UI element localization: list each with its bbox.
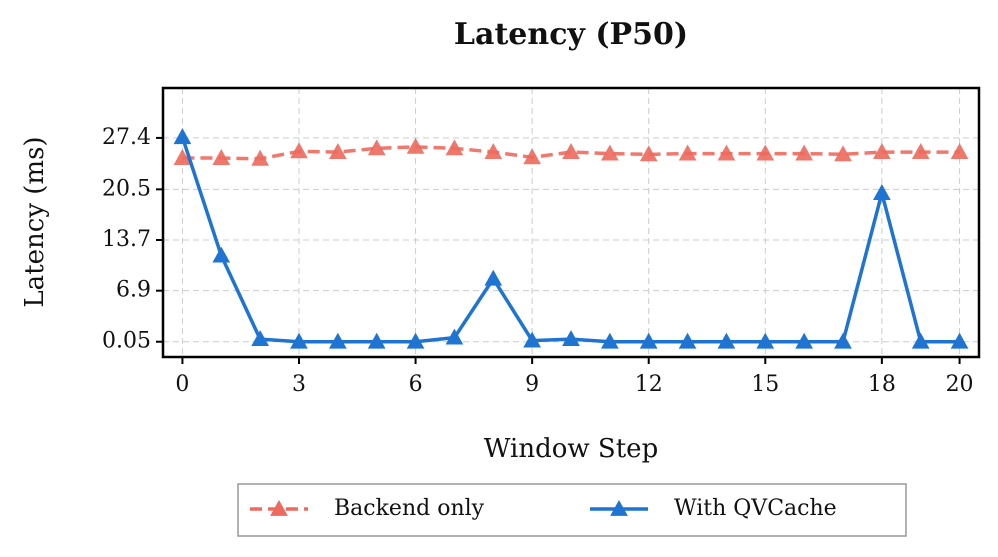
x-tick-label: 3 bbox=[292, 372, 306, 397]
data-point bbox=[795, 144, 813, 161]
data-point bbox=[950, 332, 969, 349]
data-point bbox=[639, 145, 658, 162]
data-point bbox=[562, 330, 580, 347]
data-point bbox=[523, 331, 541, 348]
data-point bbox=[873, 184, 891, 200]
x-tick-label: 9 bbox=[525, 372, 539, 397]
legend-label: With QVCache bbox=[674, 496, 837, 521]
data-point bbox=[834, 145, 852, 162]
data-point bbox=[678, 332, 697, 349]
x-tick-label: 6 bbox=[409, 372, 423, 397]
legend-marker bbox=[270, 499, 288, 516]
data-point bbox=[911, 332, 930, 349]
data-point bbox=[873, 143, 891, 159]
data-point bbox=[756, 332, 775, 349]
x-tick-label: 18 bbox=[868, 372, 896, 397]
data-point bbox=[445, 328, 464, 345]
data-point bbox=[367, 139, 386, 156]
x-tick-label: 0 bbox=[175, 372, 189, 397]
legend: Backend only With QVCache bbox=[237, 483, 907, 537]
data-point bbox=[834, 332, 852, 349]
y-tick-label: 0.05 bbox=[102, 329, 151, 354]
x-tick-label: 12 bbox=[635, 372, 663, 397]
data-point bbox=[601, 144, 619, 161]
x-tick-label: 20 bbox=[946, 372, 974, 397]
data-point bbox=[367, 332, 386, 349]
data-point bbox=[173, 149, 192, 165]
data-point bbox=[251, 149, 269, 166]
data-point bbox=[950, 143, 969, 159]
chart-title: Latency (P50) bbox=[454, 17, 688, 52]
legend-label: Backend only bbox=[334, 496, 485, 521]
data-point bbox=[406, 137, 425, 154]
data-point bbox=[445, 139, 464, 156]
y-tick-label: 20.5 bbox=[102, 176, 151, 201]
data-point bbox=[911, 143, 930, 159]
data-point bbox=[329, 143, 347, 159]
data-point bbox=[290, 142, 308, 159]
legend-marker bbox=[610, 499, 628, 516]
data-point bbox=[717, 144, 736, 161]
data-point bbox=[329, 332, 347, 349]
data-point bbox=[212, 149, 231, 165]
x-axis-label: Window Step bbox=[484, 434, 658, 464]
data-point bbox=[717, 332, 736, 349]
data-point bbox=[523, 148, 541, 165]
plot-frame bbox=[161, 86, 981, 359]
data-point bbox=[756, 144, 775, 161]
data-point bbox=[795, 332, 813, 349]
legend-box bbox=[237, 483, 907, 537]
data-point bbox=[251, 330, 269, 347]
y-tick-label: 6.9 bbox=[116, 278, 151, 303]
data-point bbox=[562, 143, 580, 159]
series-line bbox=[182, 145, 960, 161]
y-tick-label: 13.7 bbox=[102, 227, 151, 252]
y-axis-label: Latency (ms) bbox=[20, 136, 50, 307]
data-point bbox=[639, 332, 658, 349]
y-tick-label: 27.4 bbox=[102, 125, 151, 150]
data-point bbox=[406, 332, 425, 349]
data-point bbox=[601, 332, 619, 349]
data-point bbox=[678, 144, 697, 161]
data-point bbox=[484, 143, 503, 159]
data-point bbox=[173, 128, 192, 145]
data-point bbox=[484, 269, 503, 286]
data-point bbox=[290, 332, 308, 349]
x-tick-label: 15 bbox=[751, 372, 779, 397]
data-point bbox=[212, 246, 231, 263]
